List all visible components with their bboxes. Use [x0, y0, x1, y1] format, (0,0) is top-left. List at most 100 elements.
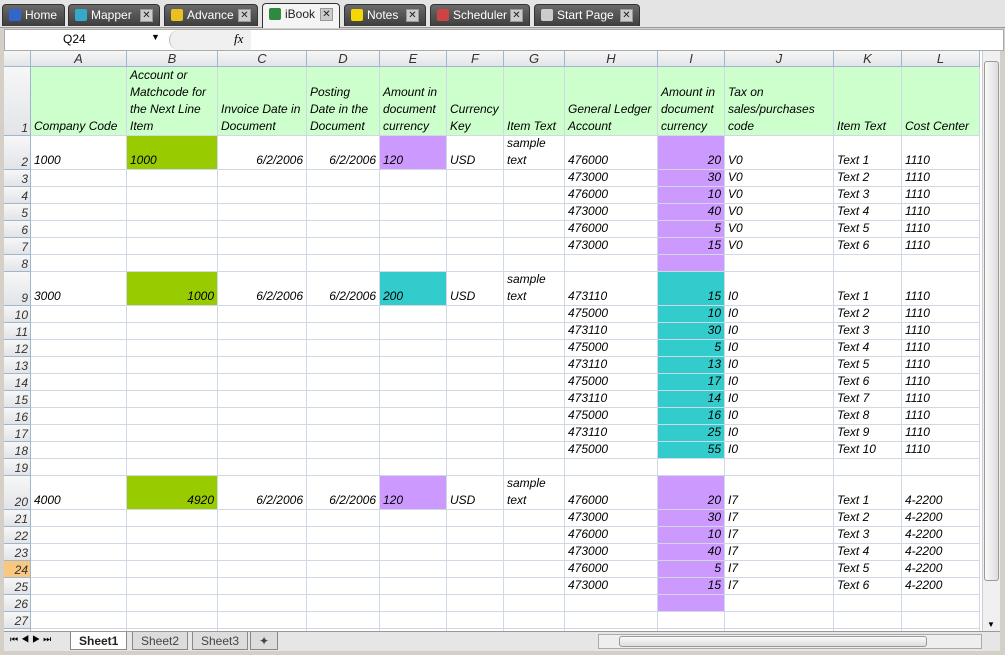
- cell-I8[interactable]: [658, 255, 725, 272]
- cell-J26[interactable]: [725, 595, 834, 612]
- row-header-1[interactable]: 1: [4, 67, 31, 136]
- cell-H17[interactable]: 473110: [565, 425, 658, 442]
- cell-J15[interactable]: I0: [725, 391, 834, 408]
- header-cell-I[interactable]: Amount in document currency: [658, 67, 725, 136]
- cell-A21[interactable]: [31, 510, 127, 527]
- row-header-13[interactable]: 13: [4, 357, 31, 374]
- cell-H18[interactable]: 475000: [565, 442, 658, 459]
- cell-G12[interactable]: [504, 340, 565, 357]
- cell-B18[interactable]: [127, 442, 218, 459]
- cell-E9[interactable]: 200: [380, 272, 447, 306]
- cell-J8[interactable]: [725, 255, 834, 272]
- cell-C28[interactable]: [218, 629, 307, 631]
- row-header-23[interactable]: 23: [4, 544, 31, 561]
- cell-G24[interactable]: [504, 561, 565, 578]
- cell-F6[interactable]: [447, 221, 504, 238]
- cell-I19[interactable]: [658, 459, 725, 476]
- cell-H12[interactable]: 475000: [565, 340, 658, 357]
- cell-J22[interactable]: I7: [725, 527, 834, 544]
- cell-L11[interactable]: 1110: [902, 323, 980, 340]
- cell-J21[interactable]: I7: [725, 510, 834, 527]
- cell-H14[interactable]: 475000: [565, 374, 658, 391]
- cell-D12[interactable]: [307, 340, 380, 357]
- cell-B2[interactable]: 1000: [127, 136, 218, 170]
- cell-B19[interactable]: [127, 459, 218, 476]
- row-header-8[interactable]: 8: [4, 255, 31, 272]
- cell-F20[interactable]: USD: [447, 476, 504, 510]
- cell-A26[interactable]: [31, 595, 127, 612]
- cell-E4[interactable]: [380, 187, 447, 204]
- cell-L16[interactable]: 1110: [902, 408, 980, 425]
- cell-D6[interactable]: [307, 221, 380, 238]
- cell-A15[interactable]: [31, 391, 127, 408]
- cell-F8[interactable]: [447, 255, 504, 272]
- cell-K25[interactable]: Text 6: [834, 578, 902, 595]
- cell-K23[interactable]: Text 4: [834, 544, 902, 561]
- cell-K19[interactable]: [834, 459, 902, 476]
- cell-A23[interactable]: [31, 544, 127, 561]
- cell-H28[interactable]: [565, 629, 658, 631]
- cell-J10[interactable]: I0: [725, 306, 834, 323]
- cell-K28[interactable]: [834, 629, 902, 631]
- row-header-3[interactable]: 3: [4, 170, 31, 187]
- cell-J25[interactable]: I7: [725, 578, 834, 595]
- cell-C20[interactable]: 6/2/2006: [218, 476, 307, 510]
- cell-I18[interactable]: 55: [658, 442, 725, 459]
- cell-E16[interactable]: [380, 408, 447, 425]
- scroll-down-icon[interactable]: ▼: [987, 620, 995, 629]
- row-header-4[interactable]: 4: [4, 187, 31, 204]
- cell-E21[interactable]: [380, 510, 447, 527]
- cell-H6[interactable]: 476000: [565, 221, 658, 238]
- row-header-9[interactable]: 9: [4, 272, 31, 306]
- cell-F14[interactable]: [447, 374, 504, 391]
- cell-I15[interactable]: 14: [658, 391, 725, 408]
- cell-H5[interactable]: 473000: [565, 204, 658, 221]
- new-sheet-icon[interactable]: ✦: [250, 632, 279, 650]
- cell-L7[interactable]: 1110: [902, 238, 980, 255]
- close-icon[interactable]: ✕: [320, 8, 333, 21]
- cell-E11[interactable]: [380, 323, 447, 340]
- cell-G8[interactable]: [504, 255, 565, 272]
- cell-A10[interactable]: [31, 306, 127, 323]
- cell-E13[interactable]: [380, 357, 447, 374]
- tab-scheduler[interactable]: Scheduler ✕: [430, 4, 530, 26]
- cell-B22[interactable]: [127, 527, 218, 544]
- cell-K11[interactable]: Text 3: [834, 323, 902, 340]
- cell-B4[interactable]: [127, 187, 218, 204]
- cell-C7[interactable]: [218, 238, 307, 255]
- cell-A9[interactable]: 3000: [31, 272, 127, 306]
- cell-L26[interactable]: [902, 595, 980, 612]
- cell-L27[interactable]: [902, 612, 980, 629]
- cell-I17[interactable]: 25: [658, 425, 725, 442]
- column-header-G[interactable]: G: [504, 51, 565, 67]
- cell-I24[interactable]: 5: [658, 561, 725, 578]
- cell-E8[interactable]: [380, 255, 447, 272]
- cell-L6[interactable]: 1110: [902, 221, 980, 238]
- tab-advance[interactable]: Advance ✕: [164, 4, 258, 26]
- sheet-tab-sheet3[interactable]: Sheet3: [192, 632, 249, 650]
- cell-E25[interactable]: [380, 578, 447, 595]
- cell-J28[interactable]: [725, 629, 834, 631]
- row-header-25[interactable]: 25: [4, 578, 31, 595]
- cell-G17[interactable]: [504, 425, 565, 442]
- cell-L24[interactable]: 4-2200: [902, 561, 980, 578]
- cell-F22[interactable]: [447, 527, 504, 544]
- cell-L18[interactable]: 1110: [902, 442, 980, 459]
- cell-K6[interactable]: Text 5: [834, 221, 902, 238]
- row-header-27[interactable]: 27: [4, 612, 31, 629]
- cell-K4[interactable]: Text 3: [834, 187, 902, 204]
- close-icon[interactable]: ✕: [140, 9, 153, 22]
- column-header-B[interactable]: B: [127, 51, 218, 67]
- cell-F2[interactable]: USD: [447, 136, 504, 170]
- column-header-I[interactable]: I: [658, 51, 725, 67]
- cell-K21[interactable]: Text 2: [834, 510, 902, 527]
- close-icon[interactable]: ✕: [510, 9, 523, 22]
- cell-B23[interactable]: [127, 544, 218, 561]
- cell-K17[interactable]: Text 9: [834, 425, 902, 442]
- cell-G13[interactable]: [504, 357, 565, 374]
- row-header-19[interactable]: 19: [4, 459, 31, 476]
- horizontal-scroll-thumb[interactable]: [619, 636, 927, 647]
- cell-F3[interactable]: [447, 170, 504, 187]
- row-header-14[interactable]: 14: [4, 374, 31, 391]
- cell-B9[interactable]: 1000: [127, 272, 218, 306]
